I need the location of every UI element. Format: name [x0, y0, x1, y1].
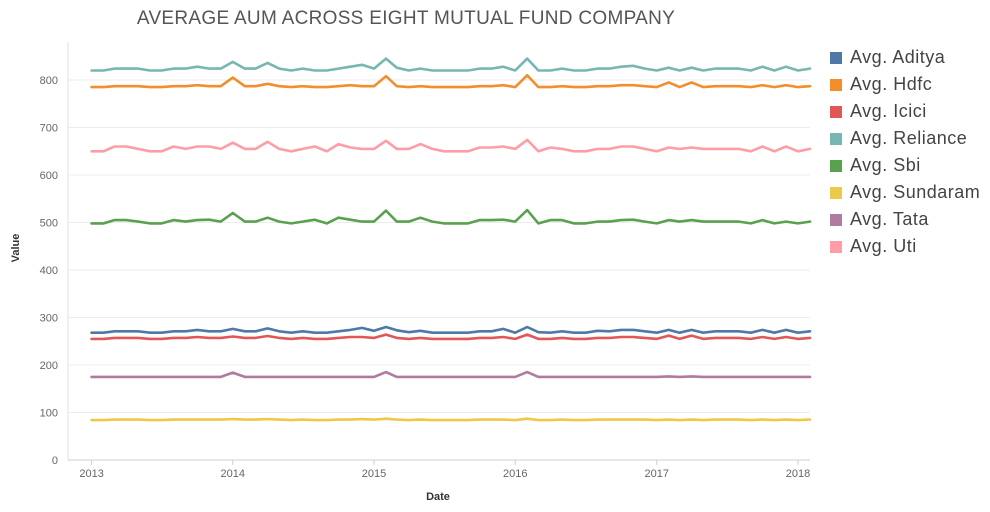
- legend-item-avg-sundaram[interactable]: Avg. Sundaram: [830, 179, 990, 206]
- legend-swatch: [830, 51, 842, 64]
- legend-label: Avg. Aditya: [850, 47, 946, 67]
- legend-label: Avg. Tata: [850, 209, 929, 229]
- y-tick-label: 400: [40, 265, 58, 277]
- series-line-avg-icici: [90, 333, 812, 341]
- gridlines: [68, 79, 810, 461]
- series-line-avg-uti: [90, 138, 812, 153]
- series-line-avg-tata: [90, 370, 812, 379]
- legend-label: Avg. Sundaram: [850, 182, 981, 202]
- legend-label: Avg. Hdfc: [850, 74, 933, 94]
- y-tick-label: 0: [52, 455, 58, 467]
- x-tick-label: 2018: [786, 468, 810, 480]
- legend-label: Avg. Sbi: [850, 155, 921, 175]
- x-tick-label: 2017: [645, 468, 669, 480]
- series-line-avg-sundaram: [90, 417, 812, 422]
- y-tick-label: 300: [40, 313, 58, 325]
- series-line-avg-hdfc: [90, 74, 812, 89]
- x-tick-label: 2015: [362, 468, 386, 480]
- legend-swatch: [830, 105, 842, 118]
- legend-item-avg-icici[interactable]: Avg. Icici: [830, 98, 990, 125]
- legend-item-avg-sbi[interactable]: Avg. Sbi: [830, 152, 990, 179]
- legend-label: Avg. Uti: [850, 236, 917, 256]
- x-axis-title: Date: [426, 491, 450, 503]
- legend-item-avg-hdfc[interactable]: Avg. Hdfc: [830, 71, 990, 98]
- y-tick-label: 600: [40, 170, 58, 182]
- legend-item-avg-tata[interactable]: Avg. Tata: [830, 206, 990, 233]
- x-tick-label: 2013: [79, 468, 103, 480]
- legend-item-avg-uti[interactable]: Avg. Uti: [830, 233, 990, 260]
- legend-label: Avg. Icici: [850, 101, 927, 121]
- legend-swatch: [830, 132, 842, 145]
- legend-label: Avg. Reliance: [850, 128, 968, 148]
- series-line-avg-aditya: [90, 325, 812, 335]
- legend-item-avg-aditya[interactable]: Avg. Aditya: [830, 44, 990, 71]
- axes: 0 100 200 300 400 500 600 700 800 2013 2014 2015 201…: [40, 42, 810, 480]
- legend: Avg. Aditya Avg. Hdfc Avg. Icici Avg. Relia…: [830, 44, 990, 260]
- legend-swatch: [830, 213, 842, 226]
- legend-item-avg-reliance[interactable]: Avg. Reliance: [830, 125, 990, 152]
- legend-swatch: [830, 159, 842, 172]
- series-line-avg-sbi: [90, 208, 812, 225]
- y-tick-label: 700: [40, 123, 58, 135]
- series-lines: [90, 57, 812, 422]
- y-tick-label: 200: [40, 360, 58, 372]
- y-tick-label: 100: [40, 408, 58, 420]
- chart-title: AVERAGE AUM ACROSS EIGHT MUTUAL FUND COM…: [136, 8, 676, 29]
- series-line-avg-reliance: [90, 57, 812, 72]
- legend-swatch: [830, 78, 842, 91]
- legend-swatch: [830, 186, 842, 199]
- y-axis-title: Value: [10, 234, 22, 263]
- x-tick-label: 2016: [503, 468, 527, 480]
- x-tick-label: 2014: [221, 468, 245, 480]
- y-tick-label: 500: [40, 218, 58, 230]
- legend-swatch: [830, 240, 842, 253]
- y-tick-label: 800: [40, 75, 58, 87]
- line-chart: 0 100 200 300 400 500 600 700 800 2013 2014 2015 201…: [10, 42, 812, 503]
